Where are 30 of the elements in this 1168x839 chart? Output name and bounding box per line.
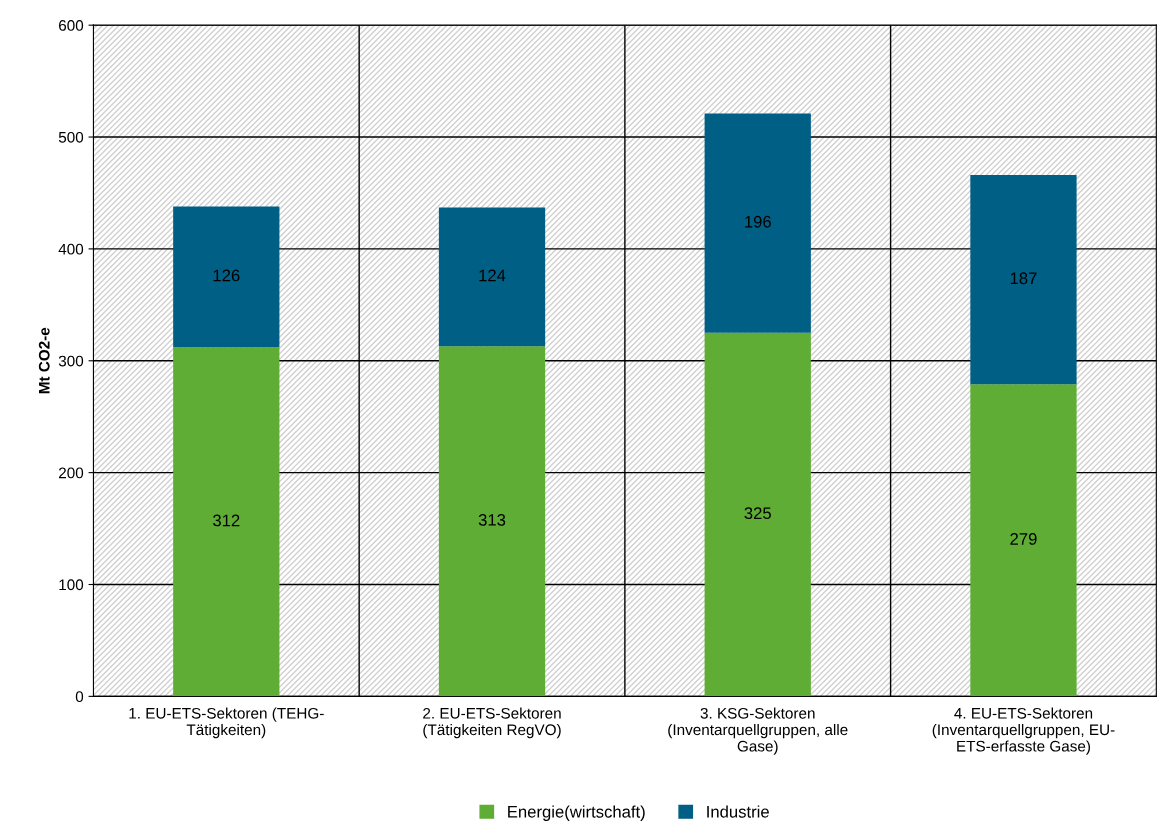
data-label: 124 (479, 269, 506, 282)
bar (173, 347, 280, 697)
legend-label: Industrie (707, 805, 769, 818)
y-tick-label: 600 (59, 20, 84, 31)
x-tick-label: 4. EU-ETS-Sektoren (Inventarquellgruppen, EU- ETS-erfasste Gase) (932, 707, 1115, 755)
data-label: 279 (1010, 532, 1037, 545)
bar (173, 206, 280, 348)
legend-label: Energie(wirtschaft) (508, 805, 645, 821)
x-tick-label: 3. KSG-Sektoren (Inventarquellgruppen, alle Gase) (668, 707, 848, 755)
y-tick-label: 500 (58, 131, 84, 143)
data-label: 126 (213, 269, 240, 282)
bar (438, 207, 546, 347)
bar (704, 113, 811, 333)
y-tick-label: 200 (59, 467, 84, 479)
data-label: 325 (744, 507, 771, 520)
y-tick-label: 400 (58, 243, 84, 255)
y-tick-label: 300 (58, 355, 84, 367)
y-tick-label: 0 (75, 691, 84, 703)
bar (970, 175, 1077, 385)
x-tick-label: 2. EU-ETS-Sektoren (Tätigkeiten RegVO) (423, 707, 561, 739)
bar (704, 332, 811, 697)
bar (970, 384, 1077, 697)
bar (438, 346, 546, 697)
data-label: 313 (478, 513, 506, 526)
y-tick-label: 100 (59, 579, 84, 591)
y-axis-title: Mt CO2-e (38, 327, 50, 394)
data-label: 196 (745, 215, 771, 228)
data-label: 312 (213, 514, 240, 527)
data-label: 187 (1010, 272, 1037, 285)
x-tick-label: 1. EU-ETS-Sektoren (TEHG- Tätigkeiten) (129, 707, 324, 739)
